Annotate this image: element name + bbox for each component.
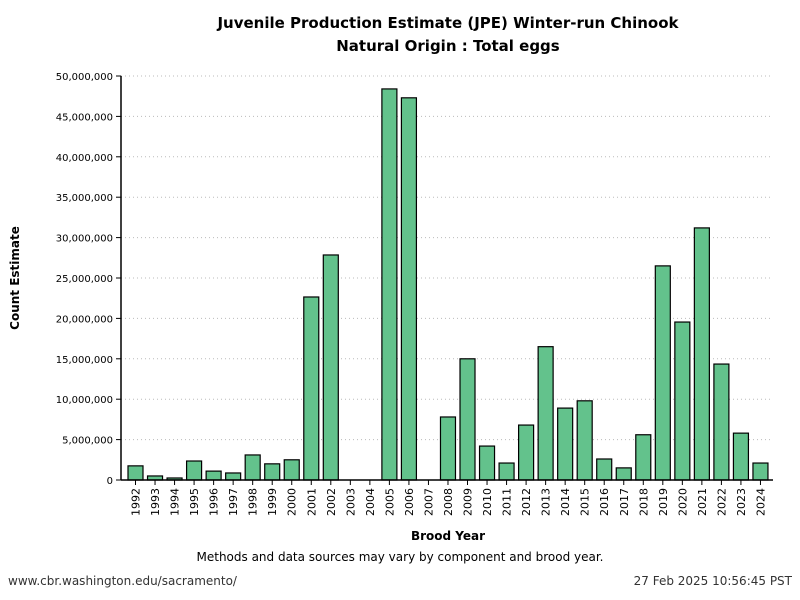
bar-2016 (596, 458, 613, 481)
bar-2022 (713, 363, 730, 481)
bar-2010 (478, 445, 496, 481)
x-tick-label: 1999 (266, 488, 279, 516)
bar-2014 (557, 407, 574, 481)
x-tick-label: 2016 (598, 488, 611, 516)
x-tick-label: 2022 (715, 488, 728, 516)
x-tick-label: 1992 (130, 488, 143, 516)
x-tick-label: 2010 (481, 488, 494, 516)
bar-2005 (381, 88, 398, 481)
bar-2002 (322, 254, 339, 481)
bar-1999 (264, 463, 281, 481)
source-url[interactable]: www.cbr.washington.edu/sacramento/ (8, 574, 237, 588)
x-tick-label: 1998 (247, 488, 260, 516)
bar-2019 (654, 265, 671, 481)
bar-2024 (752, 462, 769, 481)
bar-2023 (732, 432, 750, 481)
chart-subtitle: Natural Origin : Total eggs (336, 37, 560, 55)
x-tick-label: 1995 (188, 488, 201, 516)
timestamp: 27 Feb 2025 10:56:45 PST (633, 574, 792, 588)
y-tick-label: 20,000,000 (56, 314, 113, 325)
bar-2020 (674, 321, 691, 481)
y-tick-label: 0 (107, 476, 113, 487)
bar-2006 (400, 97, 418, 481)
y-tick-label: 40,000,000 (56, 153, 113, 164)
x-tick-label: 2005 (383, 488, 396, 516)
y-tick-label: 15,000,000 (56, 355, 113, 366)
x-tick-label: 2007 (422, 488, 435, 516)
bar-1997 (225, 472, 242, 481)
bar-2018 (635, 434, 652, 481)
x-tick-label: 2009 (462, 488, 475, 516)
x-tick-label: 2008 (442, 488, 455, 516)
methods-note: Methods and data sources may vary by com… (196, 550, 604, 564)
y-tick-label: 30,000,000 (56, 234, 113, 245)
y-tick-label: 25,000,000 (56, 274, 113, 285)
x-tick-label: 2015 (579, 488, 592, 516)
bar-2000 (283, 459, 300, 481)
bar-2008 (439, 416, 457, 481)
y-tick-label: 10,000,000 (56, 395, 113, 406)
x-tick-label: 2006 (403, 488, 416, 516)
y-tick-label: 5,000,000 (62, 436, 113, 447)
x-tick-label: 1993 (149, 488, 162, 516)
x-tick-label: 1996 (208, 488, 221, 516)
x-tick-label: 2011 (501, 488, 514, 516)
x-tick-label: 2004 (364, 488, 377, 516)
y-axis-label: Count Estimate (8, 226, 22, 330)
bar-2011 (498, 462, 515, 481)
x-tick-label: 2017 (618, 488, 631, 516)
x-tick-label: 1994 (169, 488, 182, 516)
bar-2021 (693, 227, 710, 481)
bar-2013 (537, 346, 554, 481)
bar-2001 (303, 296, 320, 481)
y-tick-label: 35,000,000 (56, 193, 113, 204)
x-tick-label: 2013 (540, 488, 553, 516)
x-axis-label: Brood Year (411, 529, 485, 543)
bar-2009 (459, 358, 476, 481)
x-tick-label: 2002 (325, 488, 338, 516)
x-tick-label: 2012 (520, 488, 533, 516)
bar-1992 (127, 465, 144, 481)
bar-1996 (205, 470, 222, 481)
x-tick-label: 2001 (305, 488, 318, 516)
bar-2015 (576, 400, 593, 481)
x-tick-label: 2024 (754, 488, 767, 516)
x-tick-label: 2018 (637, 488, 650, 516)
x-tick-label: 2000 (286, 488, 299, 516)
x-tick-label: 2021 (696, 488, 709, 516)
bar-2017 (615, 467, 632, 481)
x-tick-label: 1997 (227, 488, 240, 516)
x-tick-label: 2019 (657, 488, 670, 516)
x-tick-label: 2023 (735, 488, 748, 516)
x-tick-label: 2020 (676, 488, 689, 516)
chart-title: Juvenile Production Estimate (JPE) Winte… (217, 14, 679, 32)
x-tick-label: 2003 (344, 488, 357, 516)
bar-2012 (517, 424, 535, 481)
bar-1995 (185, 460, 203, 481)
y-tick-label: 45,000,000 (56, 112, 113, 123)
x-tick-label: 2014 (559, 488, 572, 516)
y-tick-label: 50,000,000 (56, 72, 113, 83)
bar-1998 (244, 454, 261, 481)
